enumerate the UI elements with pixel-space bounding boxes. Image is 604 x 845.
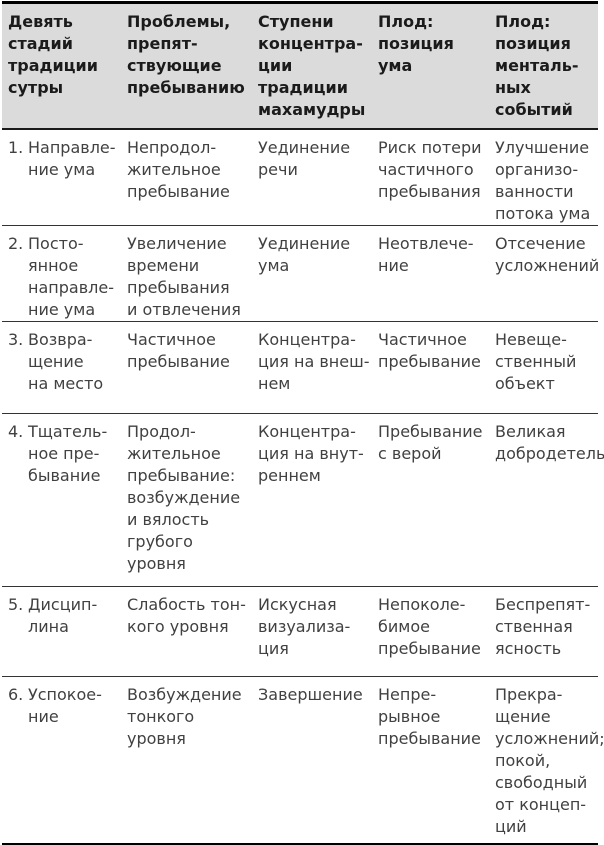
cell-mahamudra-step: Уединение ума: [258, 234, 351, 275]
cell-mahamudra-step: Уединение речи: [258, 138, 351, 179]
top-rule: [2, 1, 598, 4]
row-number: 2.: [8, 234, 24, 253]
cell-mahamudra-step: Концентра- ция на внеш- нем: [258, 330, 370, 393]
cell-stage: Дисцип- лина: [28, 595, 98, 636]
table-row: 1. Направле- ние ума Непродол- жительное…: [2, 130, 598, 226]
cell-problem: Слабость тон- кого уровня: [127, 595, 246, 636]
cell-problem: Продол- жительное пребывание: возбуждени…: [127, 422, 241, 573]
table-row: 3. Возвра- щение на место Частичное преб…: [2, 322, 598, 414]
header-problems: Проблемы, препят- ствующие пребыванию: [127, 12, 245, 97]
cell-fruit-mental-events: Прекра- щение усложнений; покой, свободн…: [495, 685, 604, 836]
cell-fruit-mind: Пребывание с верой: [378, 422, 483, 463]
cell-stage: Посто- янное направле- ние ума: [28, 234, 114, 319]
cell-mahamudra-step: Завершение: [258, 685, 363, 704]
cell-problem: Увеличение времени пребывания и отвлечен…: [127, 234, 241, 319]
table-row: 6. Успокое- ние Возбуждение тонкого уров…: [2, 677, 604, 843]
cell-fruit-mental-events: Беспрепят- ственная ясность: [495, 595, 591, 658]
bottom-rule: [2, 843, 598, 845]
cell-fruit-mental-events: Улучшение организо- ванности потока ума: [495, 138, 591, 223]
row-number: 3.: [8, 330, 24, 349]
header-mahamudra-steps: Ступени концентра- ции традиции махамудр…: [258, 12, 366, 119]
cell-fruit-mental-events: Великая добродетель: [495, 422, 604, 463]
table-header-row: Девять стадий традиции сутры Проблемы, п…: [2, 4, 598, 130]
cell-fruit-mental-events: Отсечение усложнений: [495, 234, 600, 275]
cell-fruit-mind: Частичное пребывание: [378, 330, 481, 371]
cell-problem: Частичное пребывание: [127, 330, 230, 371]
cell-stage: Успокое- ние: [28, 685, 102, 726]
table-row: 5. Дисцип- лина Слабость тон- кого уровн…: [2, 587, 598, 677]
cell-stage: Тщатель- ное пре- бывание: [28, 422, 108, 485]
cell-fruit-mind: Непоколе- бимое пребывание: [378, 595, 481, 658]
table-row: 2. Посто- янное направле- ние ума Увелич…: [2, 226, 600, 322]
cell-stage: Возвра- щение на место: [28, 330, 104, 393]
header-nine-stages: Девять стадий традиции сутры: [8, 12, 98, 97]
header-fruit-mental-events: Плод: позиция менталь- ных событий: [495, 12, 579, 119]
row-number: 4.: [8, 422, 24, 441]
header-fruit-mind: Плод: позиция ума: [378, 12, 454, 75]
cell-mahamudra-step: Искусная визуализа- ция: [258, 595, 351, 658]
row-number: 6.: [8, 685, 24, 704]
cell-stage: Направле- ние ума: [28, 138, 116, 179]
cell-problem: Возбуждение тонкого уровня: [127, 685, 242, 748]
cell-fruit-mind: Непре- рывное пребывание: [378, 685, 481, 748]
cell-fruit-mental-events: Невеще- ственный объект: [495, 330, 577, 393]
table-row: 4. Тщатель- ное пре- бывание Продол- жит…: [2, 414, 604, 587]
cell-problem: Непродол- жительное пребывание: [127, 138, 230, 201]
row-number: 1.: [8, 138, 24, 157]
cell-fruit-mind: Риск потери частичного пребывания: [378, 138, 482, 201]
cell-fruit-mind: Неотвлече- ние: [378, 234, 474, 275]
cell-mahamudra-step: Концентра- ция на внут- реннем: [258, 422, 364, 485]
row-number: 5.: [8, 595, 24, 614]
